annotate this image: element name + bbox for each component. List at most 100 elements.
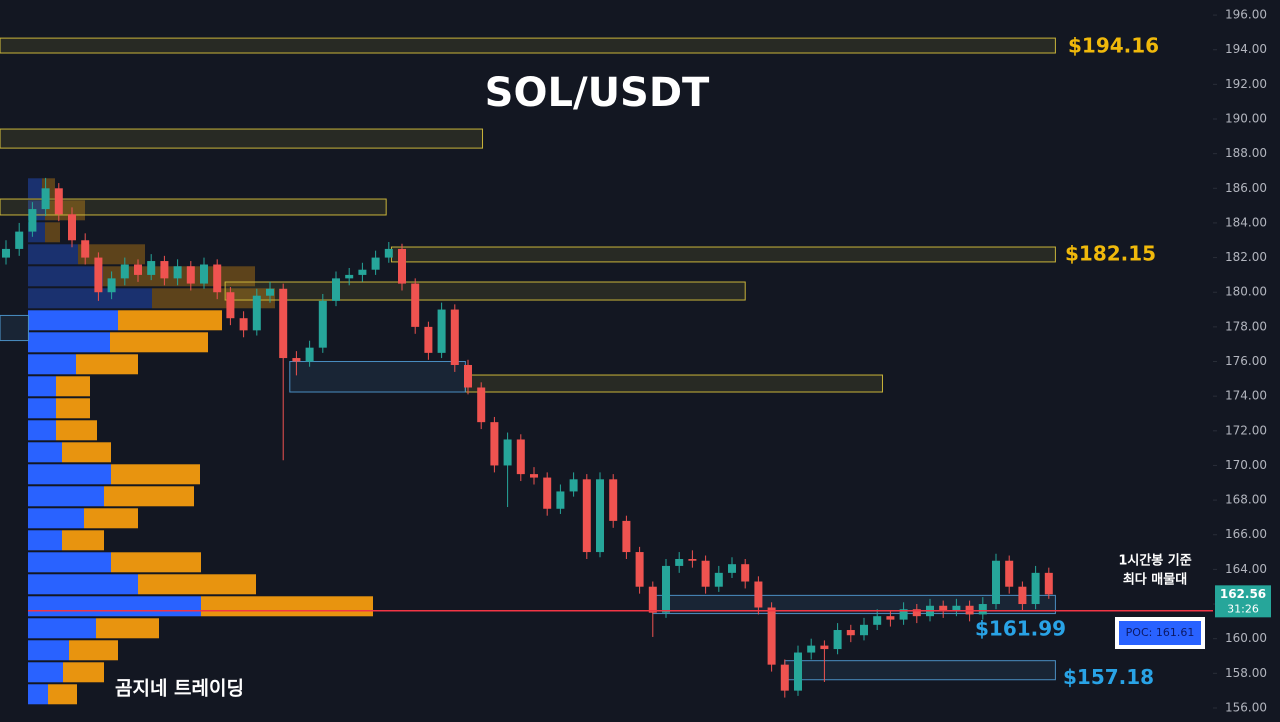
profile-sell — [56, 376, 90, 397]
y-tick-label: 184.00 — [1225, 215, 1267, 229]
candle-body — [147, 261, 156, 275]
profile-buy — [28, 310, 118, 331]
y-tick-label: 194.00 — [1225, 42, 1267, 56]
candle-body — [81, 240, 90, 258]
candle-body — [200, 264, 208, 284]
candle-body — [318, 300, 327, 348]
price-tag-timer: 31:26 — [1227, 602, 1259, 615]
poc-box-inner — [1119, 621, 1201, 645]
profile-sell — [45, 222, 60, 243]
candle-body — [332, 278, 340, 301]
zone — [0, 314, 29, 342]
profile-sell — [48, 684, 77, 705]
candle-body — [398, 248, 406, 284]
candle-body — [569, 479, 578, 492]
candle-body — [384, 248, 393, 258]
candle-body — [358, 269, 367, 275]
candle-body — [279, 288, 288, 359]
candle-body — [596, 479, 604, 553]
candle-body — [952, 605, 961, 611]
profile-buy — [28, 244, 78, 265]
candle-body — [292, 358, 301, 362]
zone — [289, 361, 466, 393]
candle-body — [543, 477, 552, 509]
price-annotation: $194.16 — [1068, 33, 1159, 57]
profile-buy — [28, 596, 201, 617]
y-tick-label: 180.00 — [1225, 285, 1267, 299]
candle-body — [556, 491, 565, 509]
candle-body — [939, 605, 948, 611]
chart-title: SOL/USDT — [485, 70, 710, 116]
profile-sell — [76, 354, 138, 375]
profile-sell — [110, 332, 208, 353]
candle-body — [173, 266, 182, 279]
y-tick-label: 166.00 — [1225, 527, 1267, 541]
candle-body — [186, 266, 195, 284]
profile-buy — [28, 332, 110, 353]
candle-body — [714, 572, 723, 587]
candle-body — [371, 257, 380, 270]
candle-body — [728, 564, 736, 573]
candle-body — [450, 309, 459, 365]
profile-buy — [28, 288, 152, 309]
profile-buy — [28, 486, 104, 507]
candle-body — [992, 560, 1000, 605]
zone — [0, 198, 387, 216]
candle-body — [120, 264, 129, 279]
candle-body — [794, 652, 802, 691]
profile-sell — [62, 530, 104, 551]
profile-sell — [69, 640, 118, 661]
profile-buy — [28, 574, 138, 595]
zones — [0, 37, 1056, 681]
profile-sell — [111, 464, 200, 485]
candles — [2, 177, 1053, 698]
candle-body — [860, 624, 868, 636]
profile-sell — [152, 288, 275, 309]
candle-body — [345, 274, 354, 279]
candle-body — [833, 630, 842, 650]
candle-body — [741, 564, 750, 582]
candle-body — [437, 309, 446, 353]
zone — [390, 246, 1056, 263]
y-tick-label: 192.00 — [1225, 77, 1267, 91]
candle-body — [767, 607, 776, 665]
candle-body — [2, 248, 10, 258]
profile-sell — [201, 596, 373, 617]
zone — [0, 128, 484, 149]
candle-body — [503, 439, 512, 466]
y-tick-label: 186.00 — [1225, 181, 1267, 195]
profile-buy — [28, 398, 56, 419]
candle-body — [701, 560, 710, 587]
candle-body — [609, 479, 618, 521]
candle-body — [1031, 572, 1040, 605]
candle-body — [94, 257, 103, 293]
candle-body — [160, 261, 169, 279]
profile-buy — [28, 354, 76, 375]
candle-body — [754, 581, 763, 608]
profile-buy — [28, 420, 56, 441]
zone — [224, 281, 746, 301]
note-line: 1시간봉 기준 — [1118, 553, 1191, 569]
profile-buy — [28, 662, 63, 683]
y-tick-label: 158.00 — [1225, 666, 1267, 680]
profile-sell — [63, 662, 104, 683]
price-annotation: $182.15 — [1065, 241, 1156, 265]
y-tick-label: 168.00 — [1225, 493, 1267, 507]
candle-body — [675, 558, 684, 566]
candle-body — [873, 616, 882, 625]
profile-buy — [28, 618, 96, 639]
candle-body — [530, 474, 538, 478]
profile-sell — [56, 420, 97, 441]
y-tick-label: 188.00 — [1225, 146, 1267, 160]
candle-body — [28, 209, 37, 232]
profile-sell — [84, 508, 138, 529]
candle-body — [648, 586, 657, 613]
candle-body — [464, 364, 472, 388]
profile-buy — [28, 464, 111, 485]
candle-body — [912, 609, 921, 617]
candle-body — [266, 288, 274, 296]
candle-body — [490, 422, 499, 466]
candle-body — [54, 188, 63, 215]
candle-body — [1018, 586, 1027, 605]
